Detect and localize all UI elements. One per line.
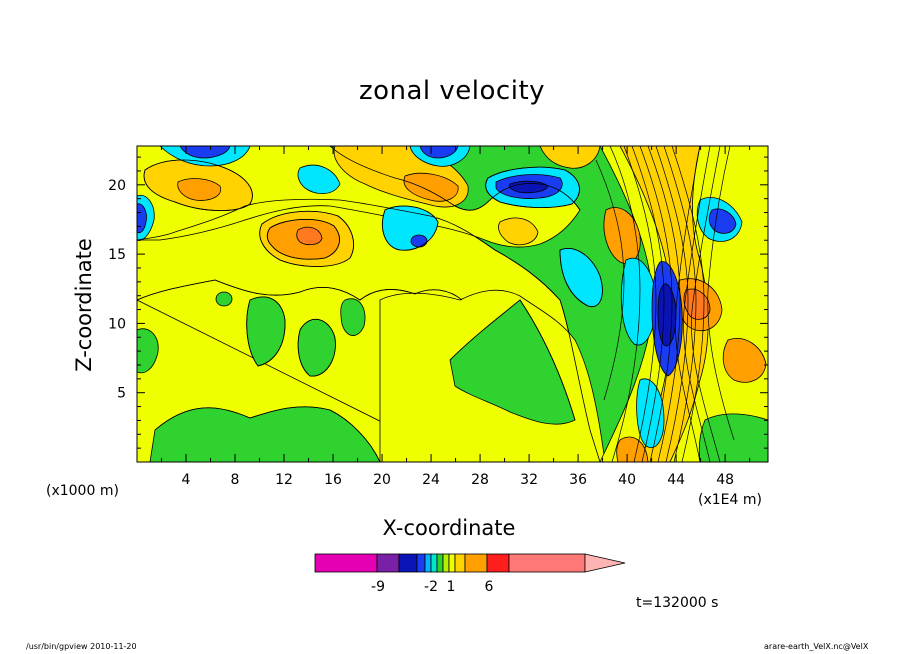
- x-axis-label-wrap: X-coordinate: [0, 516, 904, 540]
- x-tick-label: 12: [275, 472, 293, 488]
- colorbar-segment: [508, 553, 586, 573]
- colorbar-segment: [436, 553, 444, 573]
- x-tick-label: 32: [520, 472, 538, 488]
- shear-zone-contour-lines: [595, 146, 735, 462]
- x-tick-label: 28: [471, 472, 489, 488]
- colorbar-segment: [442, 553, 450, 573]
- x-tick-label: 24: [422, 472, 440, 488]
- colorbar-segment: [416, 553, 426, 573]
- blue-mid-right: [410, 234, 428, 248]
- x-axis-unit-left: (x1000 m): [46, 483, 119, 499]
- green-island-6: [215, 291, 233, 307]
- colorbar-segment: [486, 553, 510, 573]
- colorbar-segment: [464, 553, 488, 573]
- y-tick-label: 5: [117, 386, 126, 402]
- colorbar-segment: [448, 553, 456, 573]
- x-tick-label: 36: [569, 472, 587, 488]
- x-tick-label: 16: [324, 472, 342, 488]
- blue-top-left: [179, 146, 231, 159]
- colorbar-segment: [376, 553, 400, 573]
- colorbar-label: -2: [424, 579, 438, 595]
- green-island-5: [340, 298, 366, 336]
- x-tick-label: 44: [667, 472, 685, 488]
- shear-zone: [595, 146, 768, 462]
- colorbar-segment: [424, 553, 432, 573]
- contour-field: [137, 146, 768, 462]
- shear-zone-orange-bottom-right: [722, 338, 767, 383]
- colorbar-segment: [430, 553, 438, 573]
- colorbar: -9 -2 1 6: [314, 553, 626, 595]
- contour-lines: [137, 146, 603, 462]
- shear-zone-orange-bottom-left: [616, 436, 649, 462]
- y-tick-label: 10: [108, 316, 126, 332]
- x-tick-label: 48: [716, 472, 734, 488]
- light-orange-right: [498, 217, 539, 246]
- blue-left-edge: [137, 203, 147, 234]
- chart-title: zonal velocity: [358, 76, 546, 106]
- y-tick-label: 20: [108, 178, 126, 194]
- blue-top-mid: [419, 146, 459, 159]
- x-axis-unit-right: (x1E4 m): [698, 492, 762, 508]
- colorbar-segment: [454, 553, 466, 573]
- shear-zone-cyan-left: [620, 257, 657, 346]
- footer-program-date: /usr/bin/gpview 2010-11-20: [26, 642, 137, 651]
- x-tick-label: 20: [373, 472, 391, 488]
- x-tick-label: 4: [182, 472, 191, 488]
- y-axis-ticks: 5 10 15 20: [108, 156, 768, 449]
- plot-frame: [136, 145, 769, 463]
- colorbar-label: 1: [447, 579, 456, 595]
- colorbar-label: -9: [371, 579, 385, 595]
- shear-zone-dark-orange: [683, 288, 711, 320]
- colorbar-extension-arrow: [584, 553, 626, 573]
- colorbar-segment: [314, 553, 378, 573]
- y-tick-label: 15: [108, 247, 126, 263]
- colorbar-label: 6: [485, 579, 494, 595]
- cyan-band-mid: [297, 164, 341, 194]
- time-label: t=132000 s: [636, 595, 719, 611]
- green-island-7: [137, 328, 159, 374]
- orange-top-mid: [403, 172, 459, 202]
- shear-zone-navy-core: [657, 283, 677, 347]
- footer-file-variable: arare-earth_VelX.nc@VelX: [764, 642, 869, 651]
- colorbar-segment: [398, 553, 418, 573]
- dark-orange-mid: [296, 226, 323, 246]
- navy-upper-right: [509, 180, 549, 194]
- x-tick-label: 8: [231, 472, 240, 488]
- shear-zone-blue-right: [708, 208, 737, 234]
- x-axis-label: X-coordinate: [382, 516, 516, 540]
- light-orange-top-right: [539, 146, 601, 169]
- x-axis-ticks: 4 8 12 16 20 24 28 32 36 40 44 48: [161, 146, 751, 488]
- x-tick-label: 40: [618, 472, 636, 488]
- orange-upper-left: [177, 178, 222, 201]
